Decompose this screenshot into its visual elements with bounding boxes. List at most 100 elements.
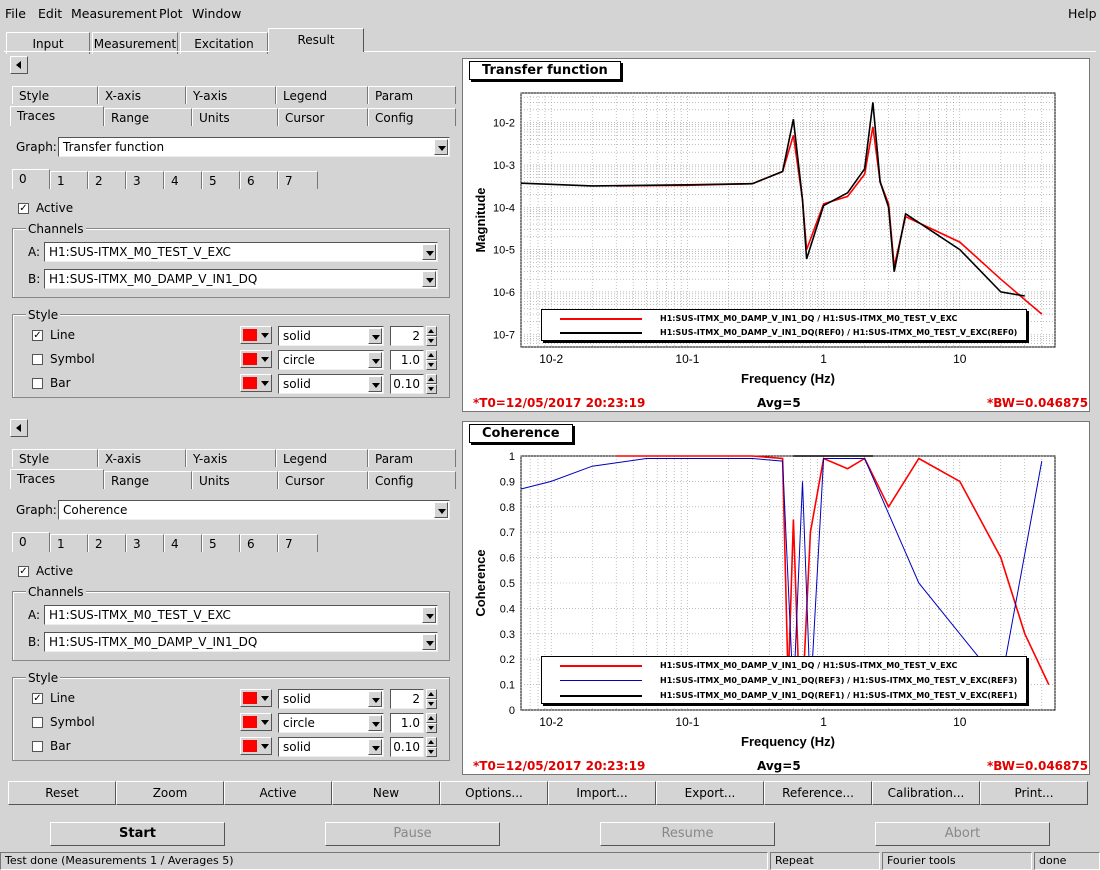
ptab-cursor[interactable]: Cursor <box>278 471 368 489</box>
symbol-size-stepper[interactable]: 1.0 <box>390 350 438 370</box>
line-style-select[interactable]: solid <box>278 689 384 709</box>
line-width-stepper[interactable]: 2 <box>390 326 438 346</box>
chevron-down-icon[interactable] <box>368 352 382 368</box>
trace-tab-7[interactable]: 7 <box>278 171 318 189</box>
ptab-cursor[interactable]: Cursor <box>278 108 368 126</box>
menu-measurement[interactable]: Measurement <box>71 6 157 21</box>
chevron-down-icon[interactable] <box>368 739 382 755</box>
symbol-checkbox[interactable] <box>32 354 43 365</box>
tab-excitation[interactable]: Excitation <box>180 32 268 54</box>
trace-tab-1[interactable]: 1 <box>50 534 88 552</box>
symbol-style-select[interactable]: circle <box>278 713 384 733</box>
line-style-select[interactable]: solid <box>278 326 384 346</box>
channel-a-select[interactable]: H1:SUS-ITMX_M0_TEST_V_EXC <box>44 605 438 625</box>
line-width-stepper[interactable]: 2 <box>390 689 438 709</box>
active-button[interactable]: Active <box>224 781 332 805</box>
channel-b-select[interactable]: H1:SUS-ITMX_M0_DAMP_V_IN1_DQ <box>44 632 438 652</box>
start-button[interactable]: Start <box>50 822 225 846</box>
menu-file[interactable]: File <box>5 6 26 21</box>
symbol-checkbox[interactable] <box>32 717 43 728</box>
bar-color-picker[interactable] <box>240 737 272 755</box>
bar-style-select[interactable]: solid <box>278 737 384 757</box>
ptab-xaxis[interactable]: X-axis <box>98 86 186 104</box>
graph-select[interactable]: Coherence <box>58 500 450 520</box>
trace-tab-3[interactable]: 3 <box>126 534 164 552</box>
trace-tab-0[interactable]: 0 <box>12 532 50 552</box>
trace-tab-1[interactable]: 1 <box>50 171 88 189</box>
chevron-down-icon[interactable] <box>368 328 382 344</box>
tab-input[interactable]: Input <box>6 32 90 54</box>
chevron-down-icon[interactable] <box>422 634 436 650</box>
ptab-legend[interactable]: Legend <box>276 86 368 104</box>
line-checkbox[interactable]: ✓ <box>32 330 43 341</box>
trace-tab-5[interactable]: 5 <box>202 171 240 189</box>
coherence-chart[interactable]: 10-2 10-1 1 10 1 0.9 0.8 0.7 0.6 0.5 0.4 0.3 0.2 0.1 0… <box>463 422 1089 774</box>
trace-tab-0[interactable]: 0 <box>12 169 50 189</box>
reference-button[interactable]: Reference... <box>764 781 872 805</box>
bar-checkbox[interactable] <box>32 378 43 389</box>
channel-a-select[interactable]: H1:SUS-ITMX_M0_TEST_V_EXC <box>44 242 438 262</box>
reset-button[interactable]: Reset <box>8 781 116 805</box>
ptab-units[interactable]: Units <box>192 108 278 126</box>
ptab-units[interactable]: Units <box>192 471 278 489</box>
chevron-down-icon[interactable] <box>422 244 436 260</box>
menu-edit[interactable]: Edit <box>38 6 63 21</box>
ptab-style[interactable]: Style <box>12 86 98 104</box>
trace-tab-4[interactable]: 4 <box>164 171 202 189</box>
graph-select[interactable]: Transfer function <box>58 137 450 157</box>
chevron-down-icon[interactable] <box>422 271 436 287</box>
ptab-traces[interactable]: Traces <box>10 106 104 126</box>
ptab-config[interactable]: Config <box>368 108 456 126</box>
line-color-picker[interactable] <box>240 689 272 707</box>
collapse-arrow-icon[interactable] <box>10 419 28 437</box>
ptab-traces[interactable]: Traces <box>10 469 104 489</box>
chevron-down-icon[interactable] <box>368 691 382 707</box>
ptab-xaxis[interactable]: X-axis <box>98 449 186 467</box>
symbol-style-select[interactable]: circle <box>278 350 384 370</box>
transfer-function-chart[interactable]: 10-2 10-1 1 10 10-2 10-3 10-4 10-5 10-6 10-7 Frequ… <box>463 59 1089 411</box>
symbol-color-picker[interactable] <box>240 713 272 731</box>
ptab-legend[interactable]: Legend <box>276 449 368 467</box>
ptab-config[interactable]: Config <box>368 471 456 489</box>
export-button[interactable]: Export... <box>656 781 764 805</box>
trace-tab-3[interactable]: 3 <box>126 171 164 189</box>
chevron-down-icon[interactable] <box>368 376 382 392</box>
ptab-range[interactable]: Range <box>104 471 192 489</box>
chevron-down-icon[interactable] <box>434 502 448 518</box>
zoom-button[interactable]: Zoom <box>116 781 224 805</box>
print-button[interactable]: Print... <box>980 781 1088 805</box>
ptab-yaxis[interactable]: Y-axis <box>186 86 276 104</box>
line-checkbox[interactable]: ✓ <box>32 693 43 704</box>
menu-help[interactable]: Help <box>1068 6 1097 21</box>
bar-style-select[interactable]: solid <box>278 374 384 394</box>
ptab-style[interactable]: Style <box>12 449 98 467</box>
trace-tab-7[interactable]: 7 <box>278 534 318 552</box>
resume-button[interactable]: Resume <box>600 822 775 846</box>
trace-tab-4[interactable]: 4 <box>164 534 202 552</box>
new-button[interactable]: New <box>332 781 440 805</box>
menu-plot[interactable]: Plot <box>159 6 183 21</box>
ptab-yaxis[interactable]: Y-axis <box>186 449 276 467</box>
trace-tab-6[interactable]: 6 <box>240 171 278 189</box>
options-button[interactable]: Options... <box>440 781 548 805</box>
ptab-param[interactable]: Param <box>368 449 456 467</box>
trace-tab-2[interactable]: 2 <box>88 534 126 552</box>
pause-button[interactable]: Pause <box>325 822 500 846</box>
active-checkbox[interactable]: ✓ <box>18 203 29 214</box>
tab-result[interactable]: Result <box>268 28 364 52</box>
symbol-size-stepper[interactable]: 1.0 <box>390 713 438 733</box>
bar-checkbox[interactable] <box>32 741 43 752</box>
collapse-arrow-icon[interactable] <box>10 56 28 74</box>
ptab-range[interactable]: Range <box>104 108 192 126</box>
bar-width-stepper[interactable]: 0.10 <box>390 374 438 394</box>
channel-b-select[interactable]: H1:SUS-ITMX_M0_DAMP_V_IN1_DQ <box>44 269 438 289</box>
import-button[interactable]: Import... <box>548 781 656 805</box>
chevron-down-icon[interactable] <box>368 715 382 731</box>
tab-measurement[interactable]: Measurement <box>92 32 178 54</box>
trace-tab-2[interactable]: 2 <box>88 171 126 189</box>
ptab-param[interactable]: Param <box>368 86 456 104</box>
chevron-down-icon[interactable] <box>422 607 436 623</box>
bar-color-picker[interactable] <box>240 374 272 392</box>
menu-window[interactable]: Window <box>192 6 242 21</box>
chevron-down-icon[interactable] <box>434 139 448 155</box>
